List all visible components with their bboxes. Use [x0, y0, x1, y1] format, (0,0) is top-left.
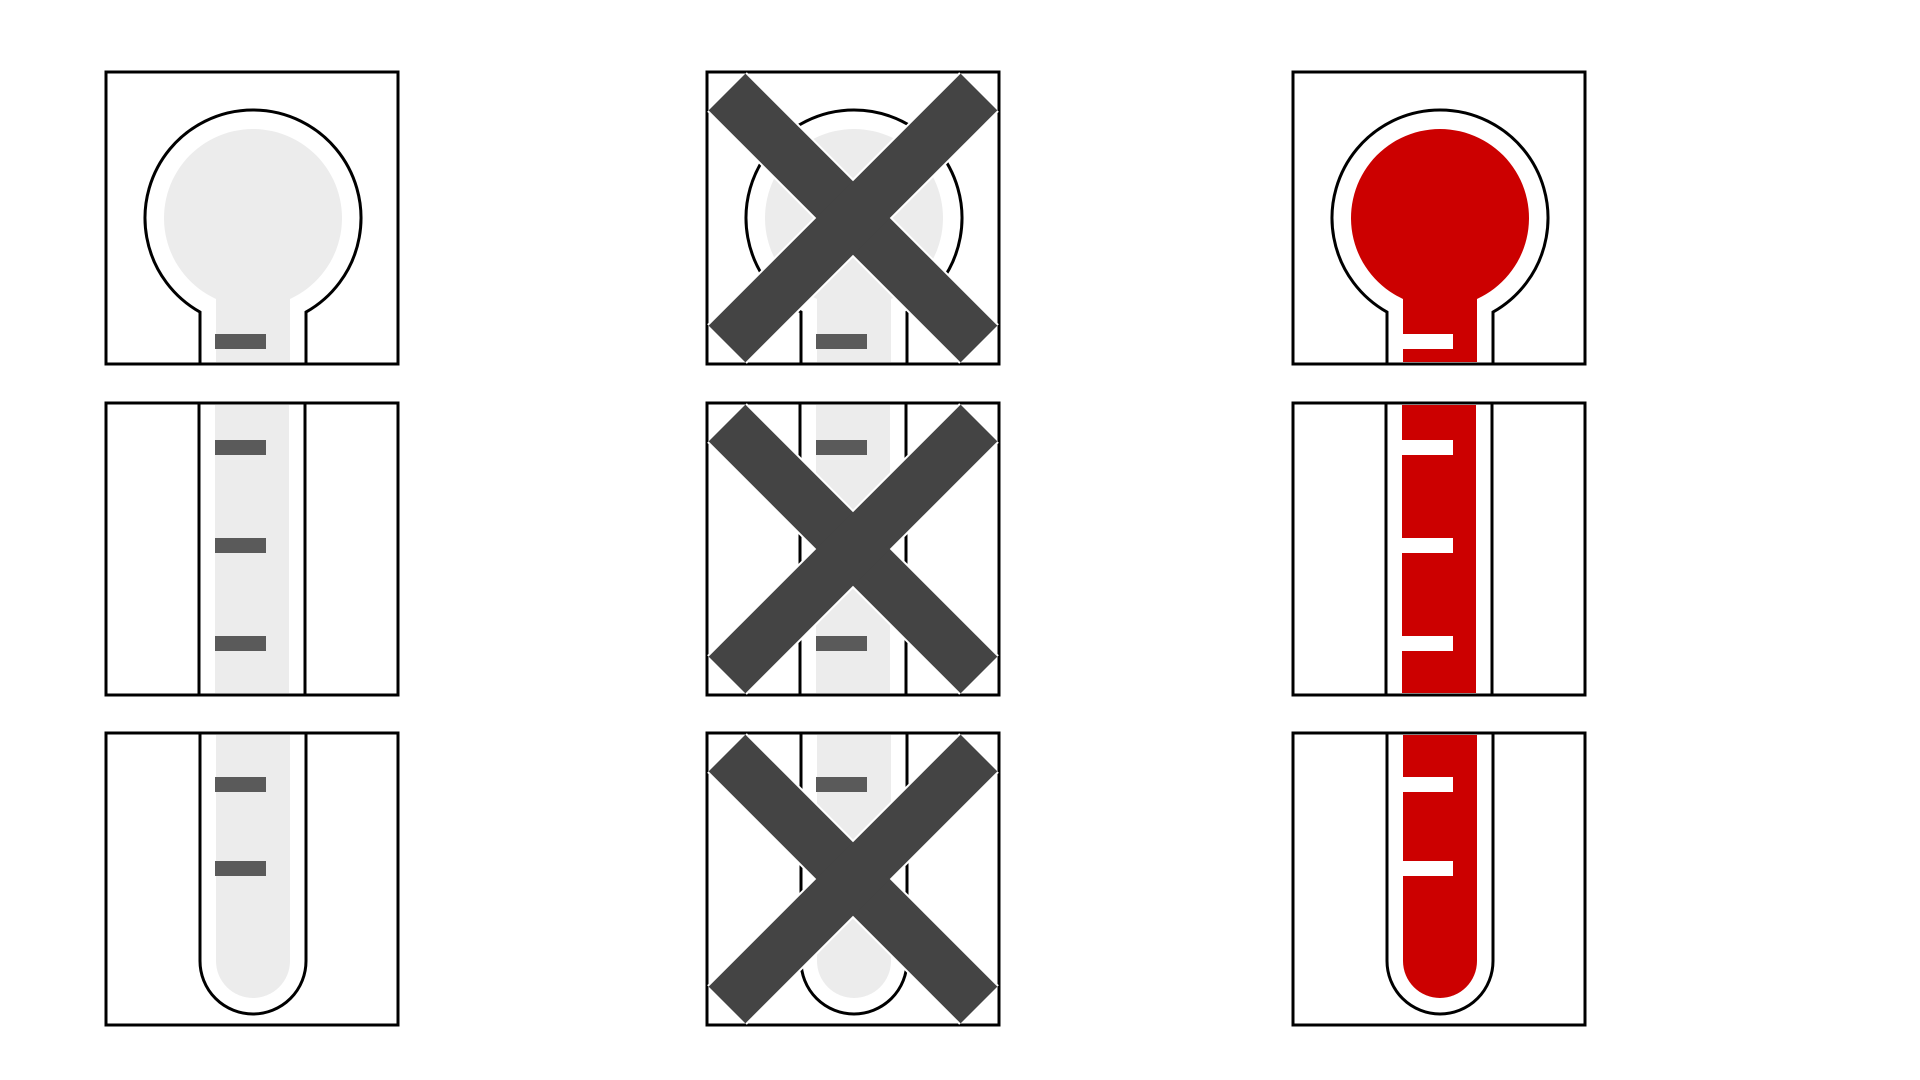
thermometer-outline: [1385, 733, 1495, 1016]
thermometer-bulb: [143, 108, 363, 364]
tick-mark: [215, 861, 266, 876]
tile-middle: [705, 401, 1001, 697]
column-crossed: [705, 70, 1001, 1027]
thermometer-bulb: [1330, 108, 1550, 364]
tick-mark: [1402, 861, 1453, 876]
cross-icon: [707, 733, 999, 1025]
tick-mark: [1402, 334, 1453, 349]
tile-end: [104, 731, 400, 1027]
tick-mark: [816, 777, 867, 792]
thermometer-outline: [1330, 108, 1550, 364]
column-empty: [104, 70, 400, 1027]
cross-bar: [708, 404, 998, 694]
cross-bar: [708, 734, 998, 1024]
thermometer-outline: [198, 733, 308, 1016]
column-filled: [1291, 70, 1587, 1027]
thermometer-end: [1385, 733, 1495, 1016]
thermometer-fill: [1351, 129, 1530, 362]
tick-mark: [1402, 538, 1453, 553]
tick-mark: [816, 636, 867, 651]
tick-mark: [215, 334, 266, 349]
thermometer-outline: [744, 108, 964, 364]
tile-end: [1291, 731, 1587, 1027]
tick-mark: [816, 440, 867, 455]
thermometer-end: [198, 733, 308, 1016]
thermometer-outline: [799, 733, 909, 1016]
tile-bulb: [1291, 70, 1587, 366]
tick-mark: [1402, 636, 1453, 651]
cross-icon: [707, 403, 999, 695]
tile-bulb: [104, 70, 400, 366]
tick-mark: [215, 777, 266, 792]
thermometer-fill: [163, 129, 342, 362]
thermometer-outline: [143, 108, 363, 364]
tick-mark: [1402, 440, 1453, 455]
tick-mark: [215, 440, 266, 455]
tick-mark: [215, 636, 266, 651]
tick-mark: [1402, 777, 1453, 792]
tile-bulb: [705, 70, 1001, 366]
tick-mark: [816, 334, 867, 349]
cross-icon: [707, 72, 999, 364]
tick-mark: [215, 538, 266, 553]
thermometer-middle: [1384, 403, 1494, 695]
cross-bar: [708, 73, 998, 363]
tile-middle: [104, 401, 400, 697]
tile-end: [705, 731, 1001, 1027]
tile-middle: [1291, 401, 1587, 697]
thermometer-middle: [197, 403, 307, 695]
